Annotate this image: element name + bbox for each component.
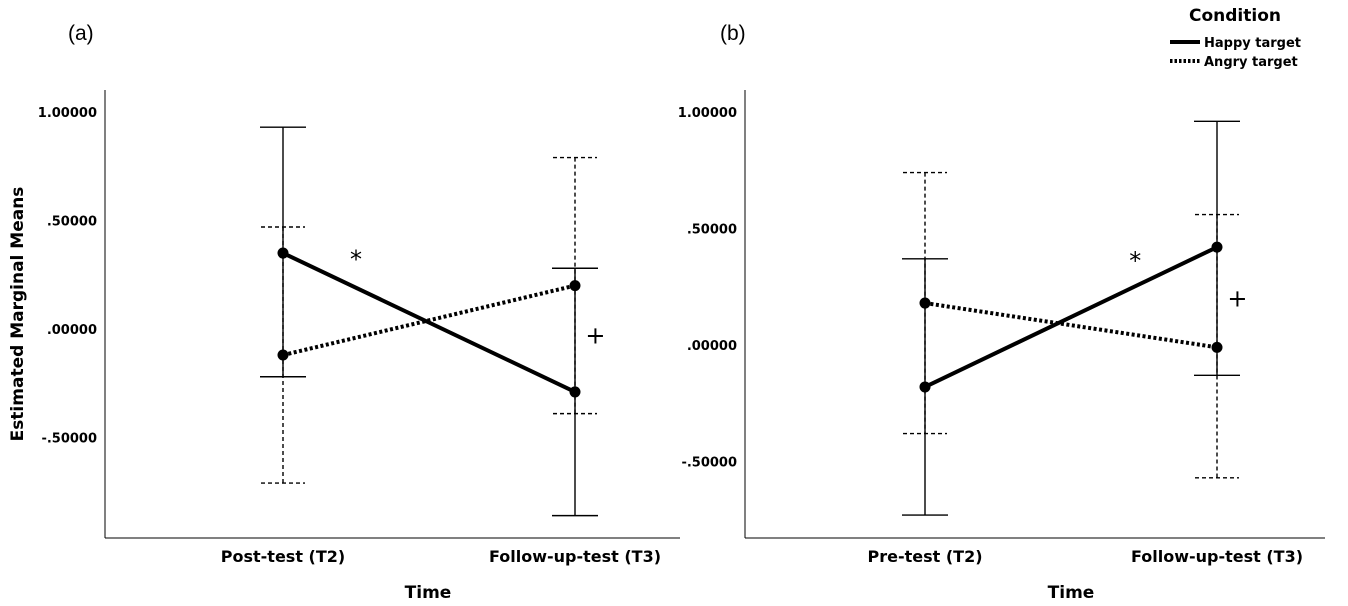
panel-b-x-axis-label: Time: [1048, 583, 1095, 603]
panel-a-y-tick-label: .00000: [47, 323, 97, 338]
panel-b-line-angry: [924, 301, 1218, 350]
panel-b-categories: Pre-test (T2) Follow-up-test (T3): [867, 547, 1303, 566]
panel-a-points: [277, 247, 581, 398]
panel-a-category-label: Post-test (T2): [221, 547, 345, 566]
panel-a-y-axis-label: Estimated Marginal Means: [8, 187, 28, 442]
panel-b-annotation: *: [1129, 247, 1141, 275]
panel-a-y-tick-label: 1.00000: [38, 106, 97, 121]
panel-a-point-angry: [569, 280, 581, 292]
panel-b-y-ticks: 1.00000 .50000 .00000 -.50000: [678, 106, 737, 471]
panel-a-point-happy: [277, 247, 289, 259]
panel-a-annotation: +: [585, 322, 605, 350]
panel-a-annotations: *+: [350, 246, 605, 350]
panel-a-point-angry: [277, 349, 289, 361]
panel-a-annotation: *: [350, 246, 362, 274]
panel-b-point-angry: [919, 297, 931, 309]
panel-a-y-tick-label: -.50000: [41, 432, 97, 447]
panel-a-line-happy: [282, 251, 576, 394]
panel-b-points: [919, 241, 1223, 393]
panel-b-category-label: Follow-up-test (T3): [1131, 547, 1303, 566]
panel-a-label: (a): [68, 22, 94, 45]
panel-b-point-happy: [919, 381, 931, 393]
panel-a-line-angry: [282, 283, 576, 357]
panel-b: (b) Time 1.00000 .50000 .00000 -.50000 Pre-…: [678, 22, 1325, 603]
panel-a-point-happy: [569, 386, 581, 398]
panel-a-series-lines: [282, 251, 576, 394]
panel-a: (a) Estimated Marginal Means Time 1.0000…: [8, 22, 680, 603]
panel-b-point-angry: [1211, 341, 1223, 353]
legend-entry-angry: Angry target: [1204, 55, 1298, 70]
panel-b-y-tick-label: -.50000: [681, 456, 737, 471]
panel-b-series-lines: [924, 245, 1218, 389]
panel-b-y-tick-label: .00000: [687, 339, 737, 354]
panel-a-categories: Post-test (T2) Follow-up-test (T3): [221, 547, 661, 566]
panel-a-y-ticks: 1.00000 .50000 .00000 -.50000: [38, 106, 97, 447]
panel-a-x-axis-label: Time: [405, 583, 452, 603]
panel-a-category-label: Follow-up-test (T3): [489, 547, 661, 566]
legend-entry-happy: Happy target: [1204, 36, 1301, 51]
panel-a-y-tick-label: .50000: [47, 215, 97, 230]
panel-b-y-tick-label: .50000: [687, 223, 737, 238]
legend-title: Condition: [1189, 6, 1281, 26]
legend: Condition Happy target Angry target: [1170, 6, 1301, 70]
panel-b-annotation: +: [1227, 284, 1247, 312]
panel-b-point-happy: [1211, 241, 1223, 253]
panel-b-category-label: Pre-test (T2): [867, 547, 982, 566]
panel-b-y-tick-label: 1.00000: [678, 106, 737, 121]
panel-b-line-happy: [924, 245, 1218, 389]
panel-b-annotations: *+: [1129, 247, 1247, 312]
panel-b-label: (b): [720, 22, 746, 45]
